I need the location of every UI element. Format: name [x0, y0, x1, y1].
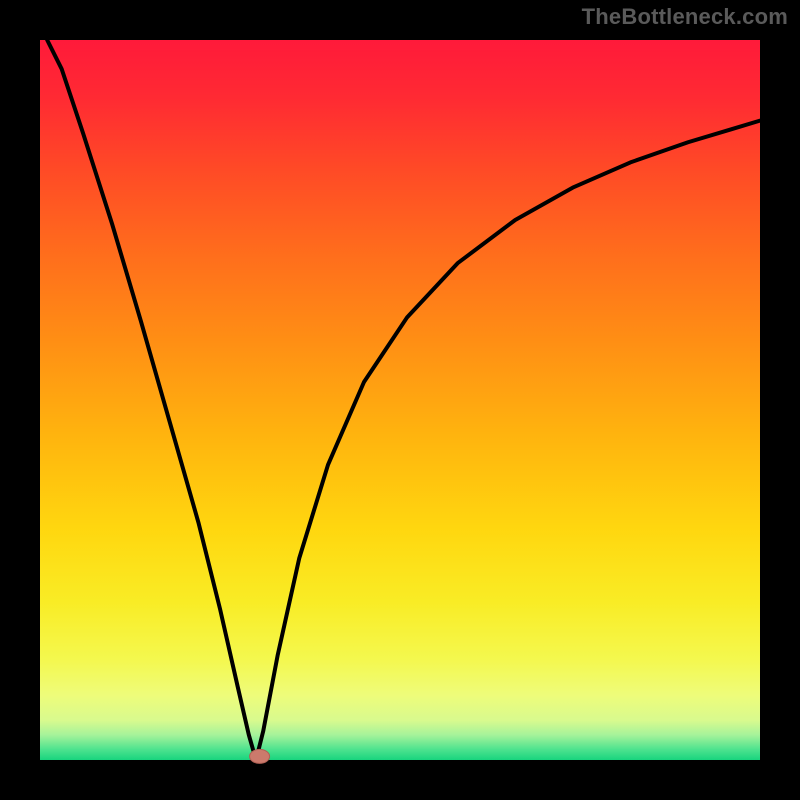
chart-stage: TheBottleneck.com	[0, 0, 800, 800]
bottleneck-chart	[0, 0, 800, 800]
watermark-text: TheBottleneck.com	[582, 4, 788, 30]
plot-area	[40, 40, 760, 760]
min-point-marker	[250, 749, 270, 763]
